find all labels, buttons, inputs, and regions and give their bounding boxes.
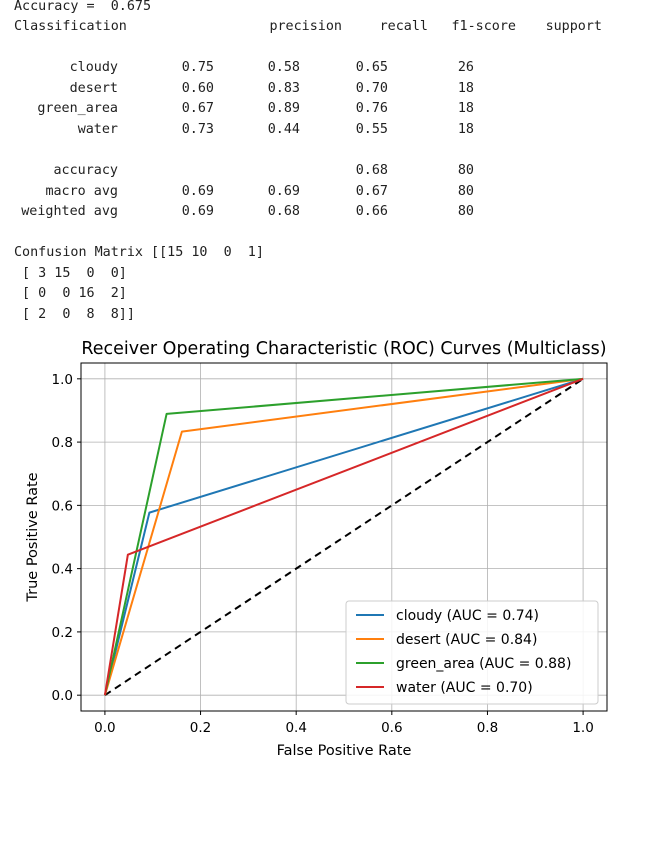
cell-value: 0.68 <box>355 163 388 178</box>
accuracy-line: Accuracy = 0.675 <box>14 0 152 14</box>
cell-value: 0.83 <box>267 81 300 96</box>
x-tick-label: 0.4 <box>285 720 306 736</box>
cell-value: 0.65 <box>355 60 388 75</box>
x-tick-label: 1.0 <box>572 720 593 736</box>
cell-value: 0.68 <box>267 204 300 219</box>
cell-value: 0.67 <box>181 101 214 116</box>
cell-value: 0.69 <box>181 184 214 199</box>
y-tick-label: 0.8 <box>52 435 73 451</box>
classification-label: Classification <box>14 19 127 34</box>
roc-curve-line <box>103 377 584 696</box>
cell-value: 0.89 <box>267 101 300 116</box>
y-tick-label: 0.2 <box>52 625 73 641</box>
x-tick-label: 0.2 <box>190 720 211 736</box>
row-label-macro-avg: macro avg <box>45 184 118 199</box>
confusion-matrix-line: Confusion Matrix [[15 10 0 1] <box>14 245 264 260</box>
x-tick-label: 0.6 <box>381 720 402 736</box>
legend-label: green_area (AUC = 0.88) <box>396 656 571 672</box>
header-support: support <box>545 19 602 34</box>
cell-value: 0.73 <box>181 122 214 137</box>
roc-curve-line <box>103 377 584 696</box>
row-label-accuracy: accuracy <box>53 163 119 178</box>
y-tick-label: 0.0 <box>52 688 73 704</box>
row-label-water: water <box>77 122 118 137</box>
legend-label: cloudy (AUC = 0.74) <box>396 608 539 624</box>
cell-value: 0.76 <box>355 101 388 116</box>
cell-value: 0.69 <box>267 184 300 199</box>
header-recall: recall <box>379 19 428 34</box>
roc-curve-line <box>103 377 584 696</box>
chart-title: Receiver Operating Characteristic (ROC) … <box>81 339 606 359</box>
y-axis-label: True Positive Rate <box>25 472 41 602</box>
cell-value: 0.67 <box>355 184 388 199</box>
series-lines <box>103 377 584 696</box>
cell-value: 0.70 <box>355 81 388 96</box>
confusion-matrix-line: [ 3 15 0 0] <box>14 266 127 281</box>
roc-curve-line <box>103 377 584 696</box>
classification-report: Accuracy = 0.675 Classification precisio… <box>14 0 646 867</box>
legend-box <box>345 600 599 705</box>
cell-value: 0.75 <box>181 60 214 75</box>
cell-value: 80 <box>457 204 474 219</box>
cell-value: 0.60 <box>181 81 214 96</box>
header-f1-score: f1-score <box>451 19 517 34</box>
y-tick-label: 0.4 <box>52 562 73 578</box>
y-tick-label: 0.6 <box>52 498 73 514</box>
cell-value: 0.44 <box>267 122 300 137</box>
cell-value: 18 <box>457 81 474 96</box>
legend-label: desert (AUC = 0.84) <box>396 632 537 648</box>
axis-ticks: 0.0 0.2 0.4 0.6 0.8 1.0 0.0 0.2 0.4 0.6 0.8 1.0 <box>52 372 594 736</box>
cell-value: 0.55 <box>355 122 388 137</box>
cell-value: 0.69 <box>181 204 214 219</box>
x-tick-label: 0.8 <box>477 720 498 736</box>
x-axis-label: False Positive Rate <box>277 743 412 759</box>
y-tick-label: 1.0 <box>52 372 73 388</box>
row-label-desert: desert <box>69 81 118 96</box>
cell-value: 18 <box>457 122 474 137</box>
x-tick-label: 0.0 <box>94 720 115 736</box>
confusion-matrix-line: [ 0 0 16 2] <box>14 286 127 301</box>
row-label-cloudy: cloudy <box>69 60 118 75</box>
cell-value: 26 <box>457 60 474 75</box>
cell-value: 0.58 <box>267 60 300 75</box>
cell-value: 0.66 <box>355 204 388 219</box>
roc-chart: Receiver Operating Characteristic (ROC) … <box>25 339 608 759</box>
cell-value: 80 <box>457 184 474 199</box>
row-label-green-area: green_area <box>37 101 118 116</box>
legend-label: water (AUC = 0.70) <box>396 680 533 696</box>
header-precision: precision <box>269 19 342 34</box>
row-label-weighted-avg: weighted avg <box>21 204 118 219</box>
cell-value: 80 <box>457 163 474 178</box>
cell-value: 18 <box>457 101 474 116</box>
plot-frame <box>80 362 608 712</box>
confusion-matrix-line: [ 2 0 8 8]] <box>14 307 135 322</box>
legend: cloudy (AUC = 0.74) desert (AUC = 0.84) gr… <box>345 600 599 705</box>
